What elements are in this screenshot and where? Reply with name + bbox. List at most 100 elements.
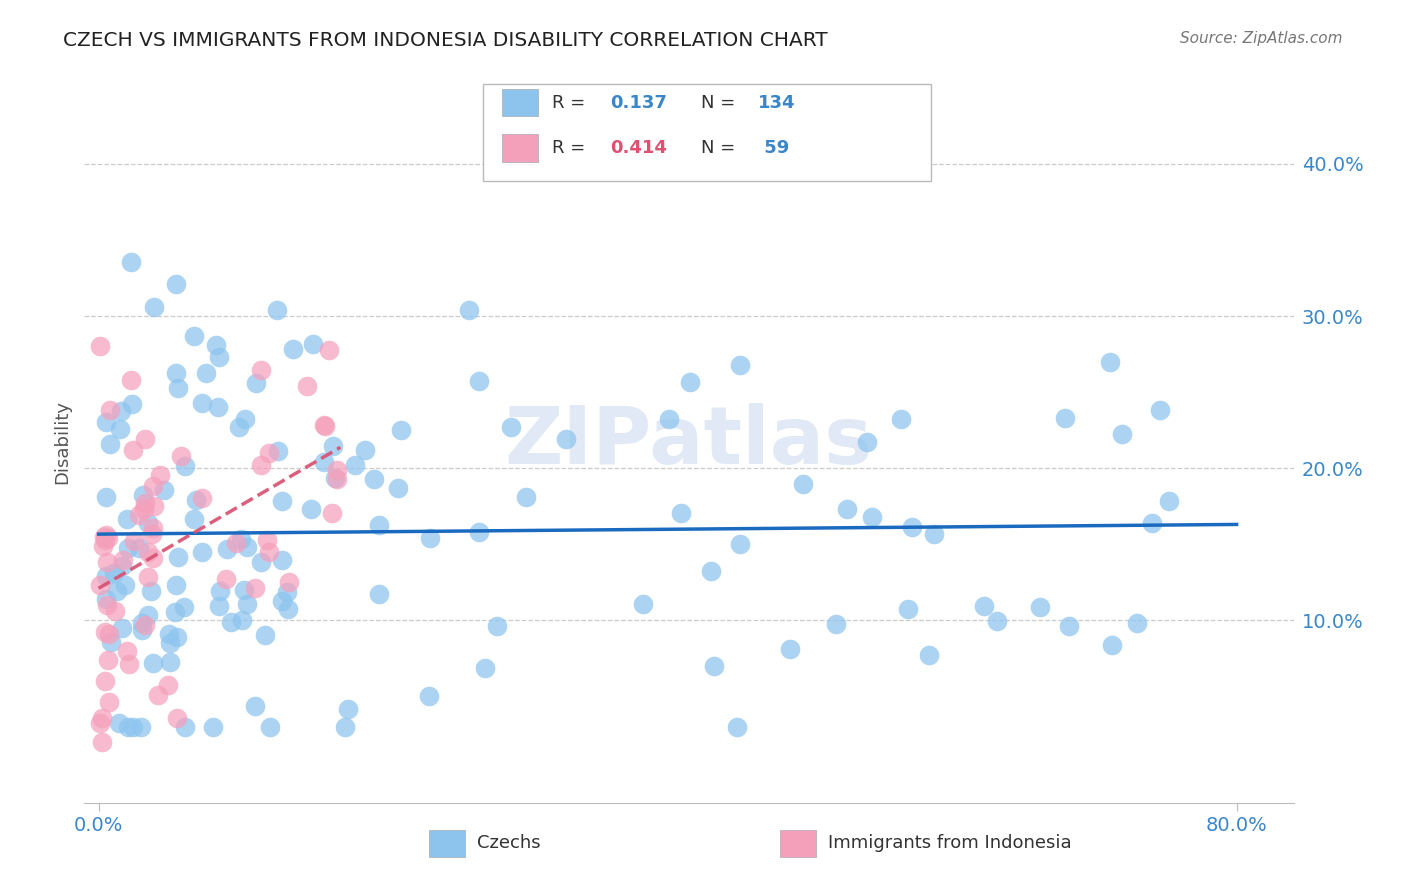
Point bbox=[156, 678, 179, 692]
Point bbox=[322, 439, 344, 453]
Point bbox=[146, 689, 169, 703]
Point bbox=[121, 373, 143, 387]
Point bbox=[515, 490, 537, 504]
Point bbox=[165, 605, 187, 619]
Text: 0.414: 0.414 bbox=[610, 139, 668, 157]
Point bbox=[142, 479, 165, 493]
Point bbox=[700, 564, 723, 578]
Point bbox=[249, 556, 271, 570]
Point bbox=[136, 607, 159, 622]
Point bbox=[277, 602, 299, 616]
Text: Immigrants from Indonesia: Immigrants from Indonesia bbox=[828, 834, 1071, 852]
Point bbox=[1029, 599, 1052, 614]
Point bbox=[323, 471, 346, 485]
Point bbox=[157, 626, 180, 640]
Point bbox=[94, 490, 117, 504]
Point bbox=[389, 423, 412, 437]
Point bbox=[679, 375, 702, 389]
Point bbox=[918, 648, 941, 662]
Point bbox=[314, 455, 336, 469]
Point bbox=[259, 720, 281, 734]
Point bbox=[110, 404, 132, 418]
Point bbox=[98, 626, 121, 640]
Point bbox=[93, 530, 115, 544]
Point bbox=[1126, 615, 1149, 630]
Point bbox=[131, 623, 153, 637]
Point bbox=[271, 552, 294, 566]
Point bbox=[215, 572, 238, 586]
Point bbox=[256, 533, 278, 548]
Point bbox=[122, 442, 145, 457]
FancyBboxPatch shape bbox=[484, 84, 931, 181]
Point bbox=[121, 720, 143, 734]
Point bbox=[474, 661, 496, 675]
Point bbox=[468, 525, 491, 540]
Point bbox=[314, 419, 336, 434]
Point bbox=[190, 396, 212, 410]
Point bbox=[457, 303, 479, 318]
FancyBboxPatch shape bbox=[502, 89, 538, 117]
Point bbox=[94, 624, 117, 639]
Point bbox=[184, 492, 207, 507]
Point bbox=[90, 710, 112, 724]
Point bbox=[89, 339, 111, 353]
Point bbox=[115, 644, 138, 658]
Point bbox=[267, 443, 290, 458]
Point bbox=[142, 300, 165, 314]
Point bbox=[114, 578, 136, 592]
Point bbox=[467, 375, 489, 389]
Point bbox=[243, 582, 266, 596]
Point bbox=[131, 615, 153, 630]
Point bbox=[167, 381, 190, 395]
Point bbox=[1140, 516, 1163, 530]
Point bbox=[924, 527, 946, 541]
Point bbox=[191, 545, 214, 559]
Point bbox=[91, 735, 114, 749]
Point bbox=[183, 328, 205, 343]
Point bbox=[321, 507, 343, 521]
Point bbox=[183, 511, 205, 525]
Point bbox=[94, 674, 117, 689]
Text: 59: 59 bbox=[758, 139, 789, 157]
Point bbox=[232, 582, 254, 597]
Point bbox=[190, 491, 212, 505]
Point bbox=[98, 694, 121, 708]
Point bbox=[204, 337, 226, 351]
Point bbox=[94, 592, 117, 607]
Point bbox=[295, 379, 318, 393]
Y-axis label: Disability: Disability bbox=[53, 400, 72, 483]
FancyBboxPatch shape bbox=[429, 830, 465, 857]
Point bbox=[344, 458, 367, 472]
Point bbox=[120, 254, 142, 268]
Point bbox=[363, 471, 385, 485]
Point bbox=[117, 720, 139, 734]
Point bbox=[231, 613, 253, 627]
Point bbox=[217, 542, 239, 557]
Text: ZIPatlas: ZIPatlas bbox=[505, 402, 873, 481]
Point bbox=[165, 578, 187, 592]
Point bbox=[890, 411, 912, 425]
Point bbox=[276, 585, 298, 599]
FancyBboxPatch shape bbox=[502, 134, 538, 161]
Point bbox=[105, 584, 128, 599]
Point bbox=[94, 569, 117, 583]
Point bbox=[89, 577, 111, 591]
Point bbox=[96, 528, 118, 542]
Point bbox=[225, 536, 247, 550]
Text: Czechs: Czechs bbox=[478, 834, 541, 852]
Point bbox=[1059, 618, 1081, 632]
Point bbox=[97, 531, 120, 545]
Point bbox=[318, 343, 340, 357]
Point bbox=[281, 342, 304, 356]
Point bbox=[779, 642, 801, 657]
Point bbox=[136, 570, 159, 584]
Point bbox=[108, 715, 131, 730]
Point bbox=[149, 467, 172, 482]
Point bbox=[299, 502, 322, 516]
Point bbox=[166, 630, 188, 644]
Point bbox=[837, 502, 859, 516]
Point bbox=[174, 720, 197, 734]
Point bbox=[236, 541, 259, 555]
Point bbox=[245, 699, 267, 714]
Point bbox=[270, 494, 292, 508]
